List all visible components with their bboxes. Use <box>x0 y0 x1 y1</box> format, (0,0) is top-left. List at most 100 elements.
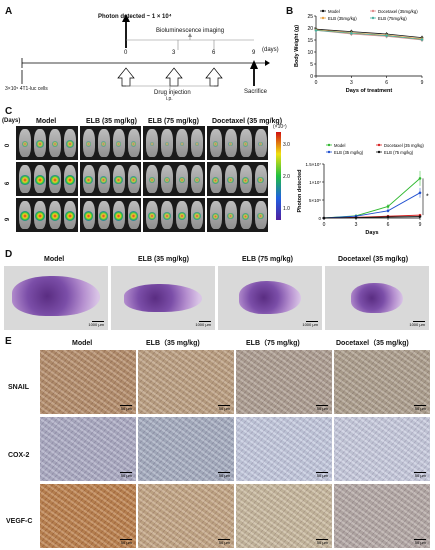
b-ytick-label: 0 <box>310 74 313 80</box>
scale-text: 50 μm <box>218 473 230 478</box>
scale-text: 50 μm <box>316 540 328 545</box>
b-series-line <box>315 29 423 40</box>
tick-0: 0 <box>124 50 128 56</box>
c-xtick-label: 3 <box>355 222 358 228</box>
ihc-image-cell: 50 μm <box>138 484 234 548</box>
lung-tissue <box>351 282 403 313</box>
row-label-6: 6 <box>5 181 12 186</box>
body-weight-chart: 0 5 10 15 20 25 0 3 6 9 Days of treatment Body Weig… <box>294 9 424 94</box>
lung-tissue <box>238 281 302 314</box>
b-legend-marker <box>321 16 325 20</box>
scale-bar <box>120 472 132 473</box>
mouse-image-cell <box>143 198 205 232</box>
luminescence-signal <box>20 211 30 221</box>
luminescence-signal <box>130 141 137 147</box>
ihc-texture <box>40 417 136 481</box>
b-ytick-label: 5 <box>310 62 313 68</box>
scale-bar <box>92 321 104 322</box>
mouse-image-cell <box>206 162 268 196</box>
c-series-line <box>323 178 421 219</box>
e-group-docetaxel: Docetaxel（35 mg/kg) <box>336 340 409 347</box>
c-ytick-label: 0 <box>318 216 321 221</box>
luminescence-signal <box>228 141 233 147</box>
luminescence-signal <box>114 175 123 185</box>
scale-text: 50 μm <box>316 406 328 411</box>
b-ytick-label: 15 <box>307 38 313 44</box>
mouse-image-cell <box>16 126 78 160</box>
row-cox2: COX-2 <box>8 452 30 459</box>
scale-text: 50 μm <box>414 473 426 478</box>
luminescence-signal <box>193 176 201 184</box>
ihc-texture <box>334 417 430 481</box>
b-ytick-label: 10 <box>307 50 313 56</box>
luminescence-signal <box>148 176 156 184</box>
scale-text: 1000 μm <box>302 322 318 327</box>
luminescence-signal <box>84 175 93 185</box>
ihc-image-cell: 50 μm <box>138 417 234 481</box>
cells-label: 3×10⁵ 4T1-luc cells <box>5 86 48 92</box>
c-xlabel: Days <box>365 230 378 236</box>
tick-6: 6 <box>212 50 216 56</box>
b-point <box>385 34 388 37</box>
mouse <box>224 129 237 157</box>
luminescence-signal <box>129 176 138 184</box>
row-vegfc: VEGF-C <box>6 518 33 525</box>
c-xtick-label: 9 <box>419 222 422 228</box>
c-series-line <box>323 192 421 219</box>
mouse-image-cell <box>79 198 141 232</box>
c-legend-marker <box>377 143 381 147</box>
scale-text: 50 μm <box>120 540 132 545</box>
panel-b-chart: 0 5 10 15 20 25 0 3 6 9 Days of treatment Body Weig… <box>290 8 430 100</box>
scale-bar <box>218 539 230 540</box>
scale-text: 50 μm <box>120 473 132 478</box>
luminescence-signal <box>149 141 155 147</box>
mouse <box>161 129 173 157</box>
photon-chart: 0 5×10⁶ 1×10⁷ 1.5×10⁷ 0 3 6 9 Days Photon detecte… <box>297 143 429 236</box>
mouse <box>146 129 158 157</box>
luminescence-signal <box>163 212 171 220</box>
mouse-image-cell <box>16 162 78 196</box>
b-legend-label: ELB (35mg/kg) <box>328 16 357 21</box>
row-label-9: 9 <box>5 217 12 222</box>
b-xtick-label: 9 <box>421 80 424 86</box>
c-ytick-label: 5×10⁶ <box>309 198 321 203</box>
mouse-image-cell <box>143 162 205 196</box>
ihc-image-grid: 50 μm 50 μm 50 μm 50 μm 50 μm 50 μm 50 μm 50 μm… <box>40 350 432 548</box>
scale-bar <box>316 539 328 540</box>
c-ytick-label: 1.5×10⁷ <box>305 162 321 167</box>
scale-text: 1000 μm <box>409 322 425 327</box>
c-xtick-label: 6 <box>387 222 390 228</box>
luminescence-signal <box>21 140 29 148</box>
ihc-image-cell: 50 μm <box>236 484 332 548</box>
mouse <box>176 129 188 157</box>
mouse <box>239 129 252 157</box>
scale-bar <box>316 472 328 473</box>
panel-label-d: D <box>5 249 13 260</box>
ihc-image-cell: 50 μm <box>334 417 430 481</box>
b-series-line <box>315 28 423 38</box>
c-point <box>354 216 358 219</box>
luminescence-signal <box>35 175 45 185</box>
panel-label-c: C <box>5 106 13 117</box>
c-ytick-label: 1×10⁷ <box>309 180 321 185</box>
scale-bar <box>414 405 426 406</box>
luminescence-signal <box>115 141 122 147</box>
mouse <box>191 129 203 157</box>
c-series-line <box>323 216 421 219</box>
mouse-image-cell <box>206 198 268 232</box>
b-legend-label: Model <box>328 9 340 14</box>
mouse <box>82 129 95 157</box>
b-legend-marker <box>371 16 375 20</box>
b-xtick-label: 3 <box>350 80 353 86</box>
c-legend-label: ELB (35 mg/kg) <box>334 150 364 155</box>
photon-label: Photon detected ~ 1 × 10⁴ <box>98 14 172 20</box>
luminescence-signal <box>98 211 109 221</box>
c-legend-marker <box>327 150 331 154</box>
b-legend-label: ELB (75mg/kg) <box>378 16 407 21</box>
colorbar-tick-1: 1.0 <box>283 206 290 212</box>
b-series-line <box>315 30 423 40</box>
d-group-elb35: ELB (35 mg/kg) <box>138 256 189 263</box>
luminescence-signal <box>50 175 60 185</box>
row-label-0: 0 <box>5 143 12 148</box>
c-legend-label: ELB (75 mg/kg) <box>384 150 414 155</box>
